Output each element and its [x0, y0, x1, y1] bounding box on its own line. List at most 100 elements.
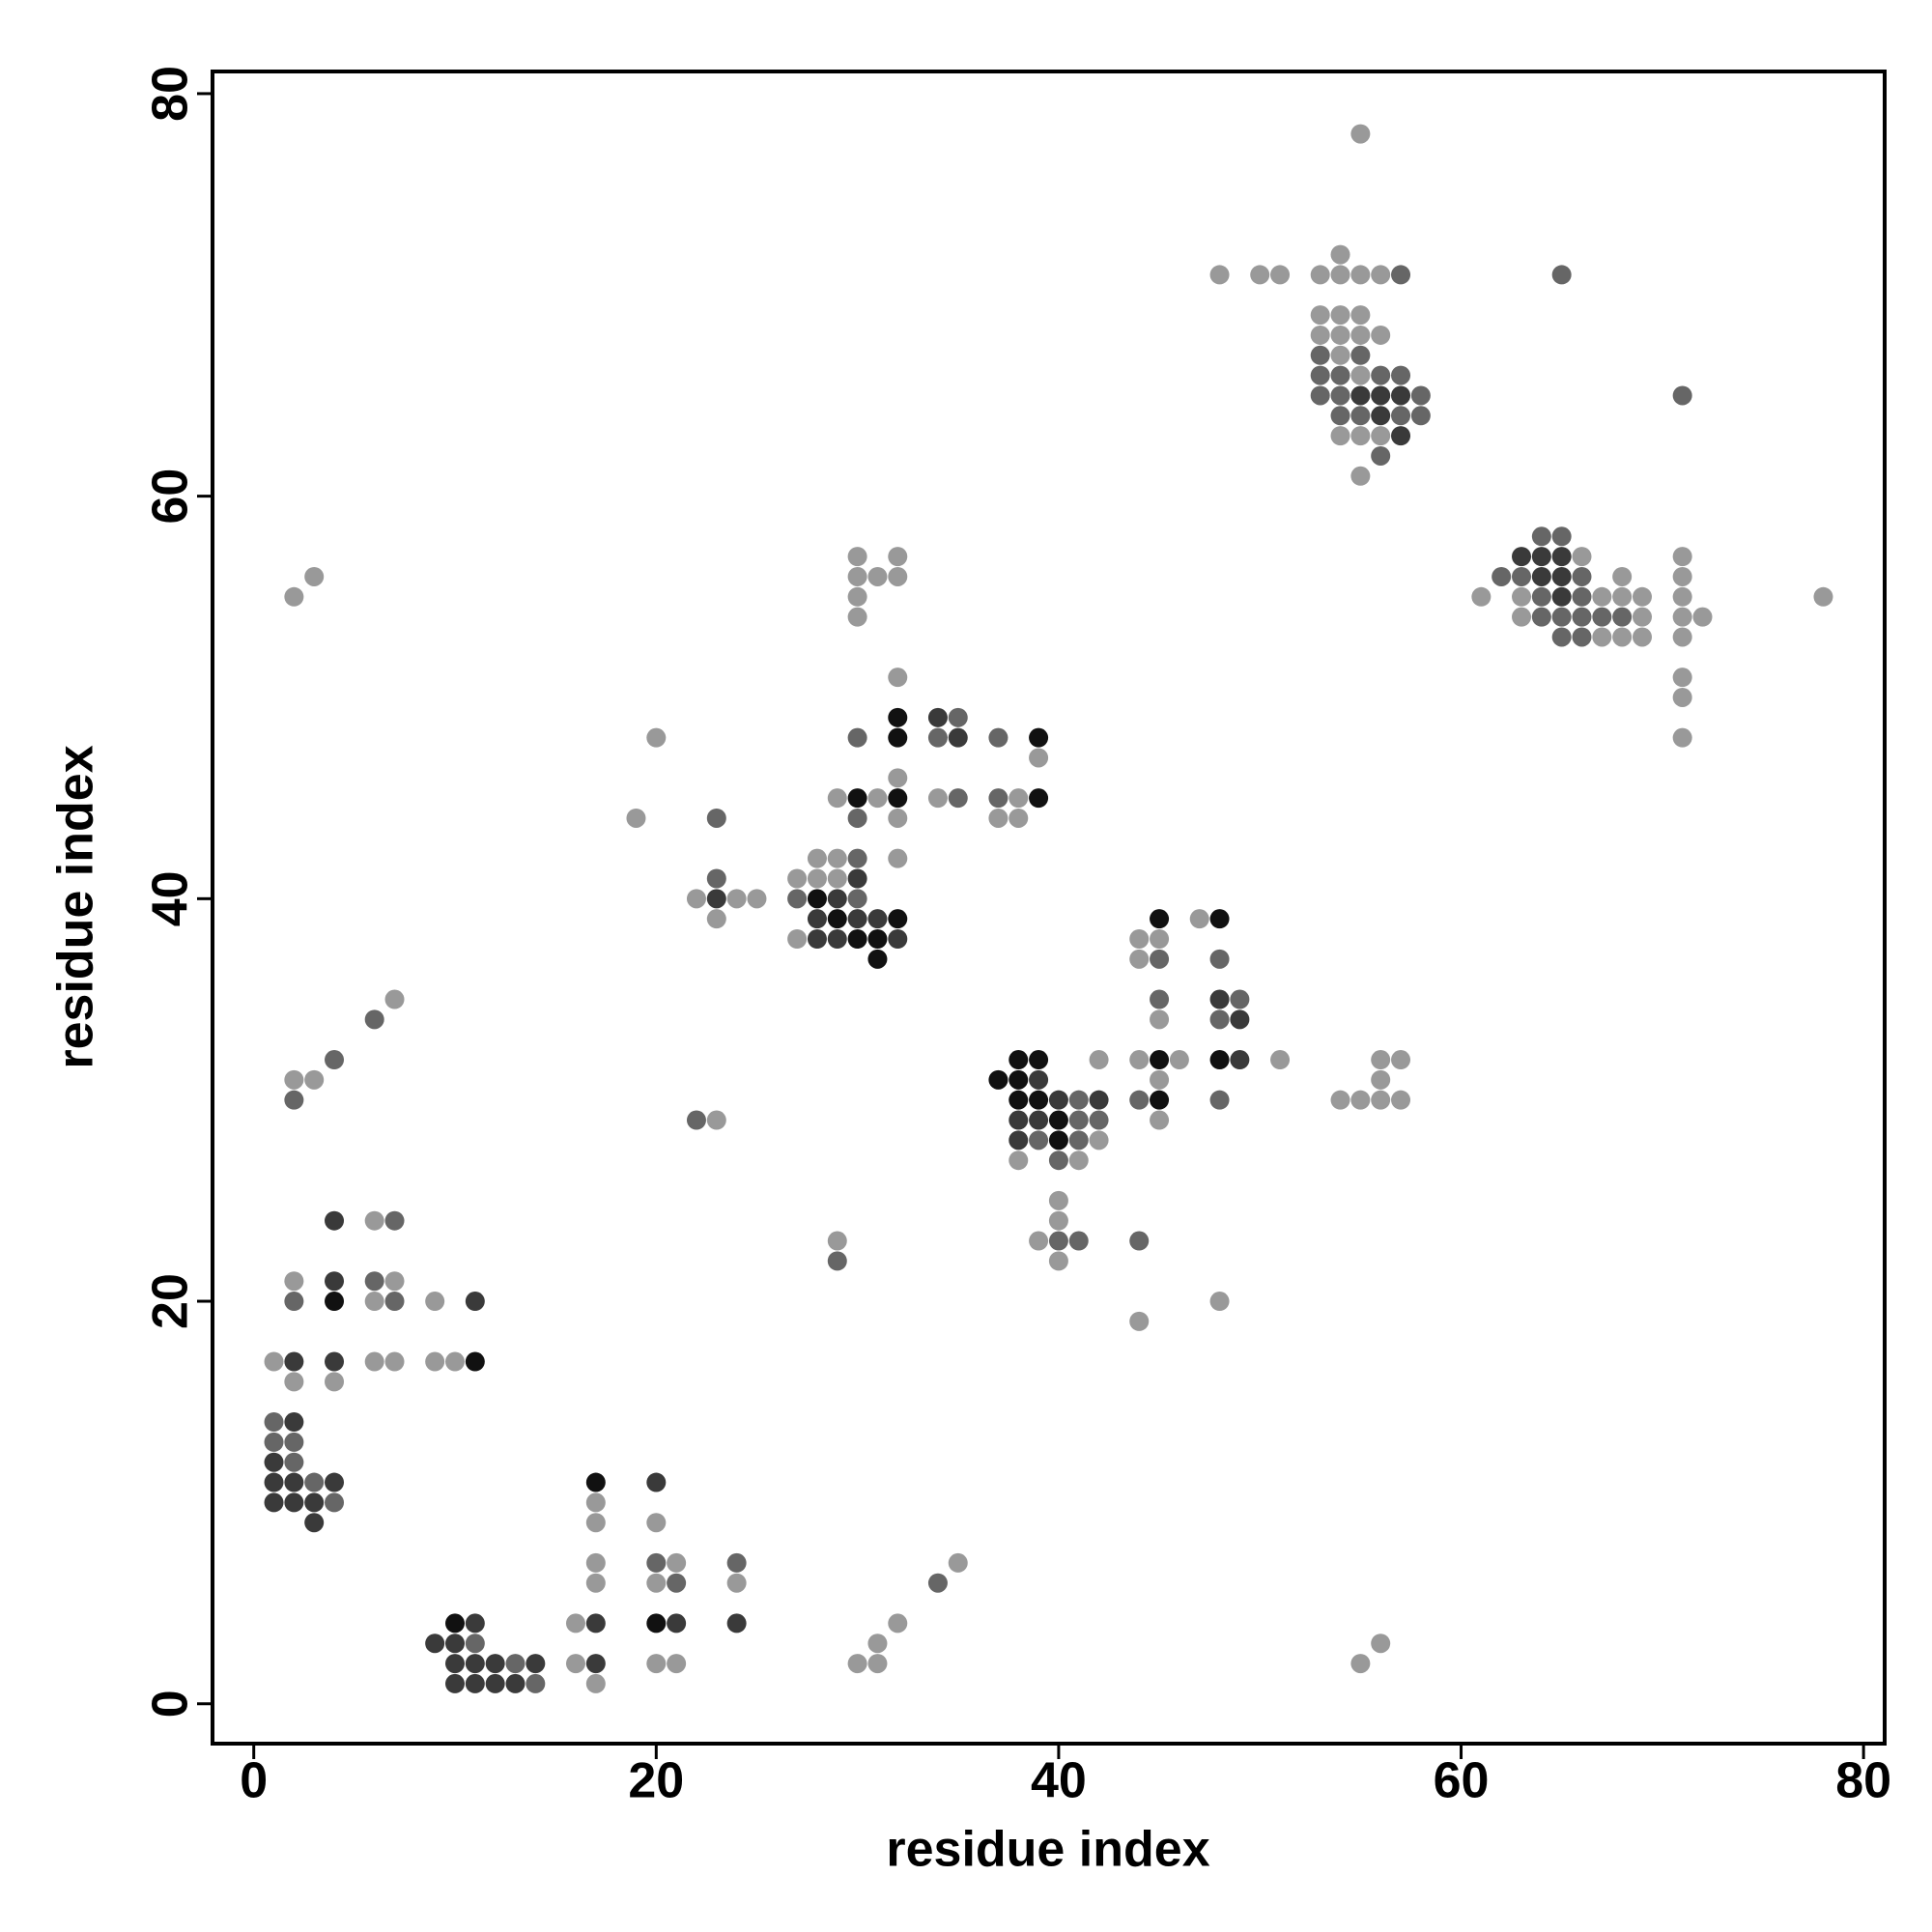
point [264, 1492, 284, 1513]
point [445, 1351, 466, 1372]
point [827, 929, 847, 950]
point [1330, 426, 1350, 446]
point [807, 929, 827, 950]
point [1009, 788, 1029, 809]
point [1330, 385, 1350, 406]
point [325, 1351, 345, 1372]
point [1089, 1130, 1109, 1151]
point [1048, 1110, 1068, 1130]
point [706, 909, 726, 929]
point [1029, 748, 1049, 768]
point [888, 668, 908, 688]
point [686, 1110, 706, 1130]
y-tick-label: 20 [143, 1273, 199, 1329]
point [1551, 566, 1572, 586]
point [1512, 566, 1532, 586]
point [1310, 345, 1330, 365]
point [1089, 1090, 1109, 1110]
point [304, 1492, 325, 1513]
point [384, 1210, 405, 1231]
point [827, 1251, 847, 1271]
point [1612, 627, 1633, 647]
point [1330, 325, 1350, 345]
point [667, 1573, 687, 1593]
point [747, 889, 767, 909]
point [1551, 586, 1572, 607]
point [485, 1654, 505, 1674]
point [686, 889, 706, 909]
point [1029, 1090, 1049, 1110]
point [726, 889, 747, 909]
point [1009, 1130, 1029, 1151]
point [1551, 265, 1572, 285]
point [325, 1472, 345, 1492]
point [284, 1351, 304, 1372]
point [284, 1090, 304, 1110]
point [847, 848, 867, 868]
point [1391, 406, 1411, 426]
y-tick-label: 0 [143, 1690, 199, 1718]
point [1512, 547, 1532, 567]
point [384, 1351, 405, 1372]
point [384, 1292, 405, 1312]
point [585, 1673, 606, 1693]
point [1672, 566, 1692, 586]
point [988, 727, 1009, 748]
point [888, 566, 908, 586]
x-tick-label: 80 [1835, 1753, 1891, 1809]
point [706, 1110, 726, 1130]
point [585, 1492, 606, 1513]
point [1029, 1110, 1049, 1130]
point [1068, 1090, 1089, 1110]
point [465, 1351, 485, 1372]
point [847, 566, 867, 586]
point [1371, 265, 1391, 285]
point [847, 929, 867, 950]
point [1048, 1231, 1068, 1251]
point [1270, 265, 1291, 285]
point [807, 889, 827, 909]
point [1068, 1110, 1089, 1130]
point [646, 1573, 667, 1593]
point [1048, 1210, 1068, 1231]
point [888, 929, 908, 950]
point [1029, 1069, 1049, 1090]
point [1531, 526, 1551, 547]
point [1672, 668, 1692, 688]
x-axis-label: residue index [886, 1822, 1209, 1878]
point [1029, 1231, 1049, 1251]
point [1512, 586, 1532, 607]
point [1531, 547, 1551, 567]
point [1169, 1050, 1189, 1070]
point [1471, 586, 1492, 607]
point [284, 1271, 304, 1292]
point [1330, 265, 1350, 285]
point [1371, 1634, 1391, 1654]
point [364, 1210, 384, 1231]
point [787, 929, 808, 950]
point [726, 1552, 747, 1573]
point [1250, 265, 1270, 285]
point [1350, 406, 1371, 426]
point [1150, 1009, 1170, 1030]
point [1089, 1050, 1109, 1070]
y-tick-label: 80 [143, 66, 199, 122]
point [505, 1654, 526, 1674]
point [1572, 586, 1592, 607]
point [1391, 365, 1411, 385]
point [1209, 949, 1230, 969]
point [1310, 385, 1330, 406]
point [1009, 1069, 1029, 1090]
point [1813, 586, 1833, 607]
point [1350, 385, 1371, 406]
y-tick-label: 60 [143, 469, 199, 525]
point [888, 1613, 908, 1634]
point [1048, 1130, 1068, 1151]
point [1672, 727, 1692, 748]
point [988, 808, 1009, 828]
point [1310, 305, 1330, 326]
point [1209, 989, 1230, 1009]
y-tick-label: 40 [143, 870, 199, 926]
point [1350, 365, 1371, 385]
